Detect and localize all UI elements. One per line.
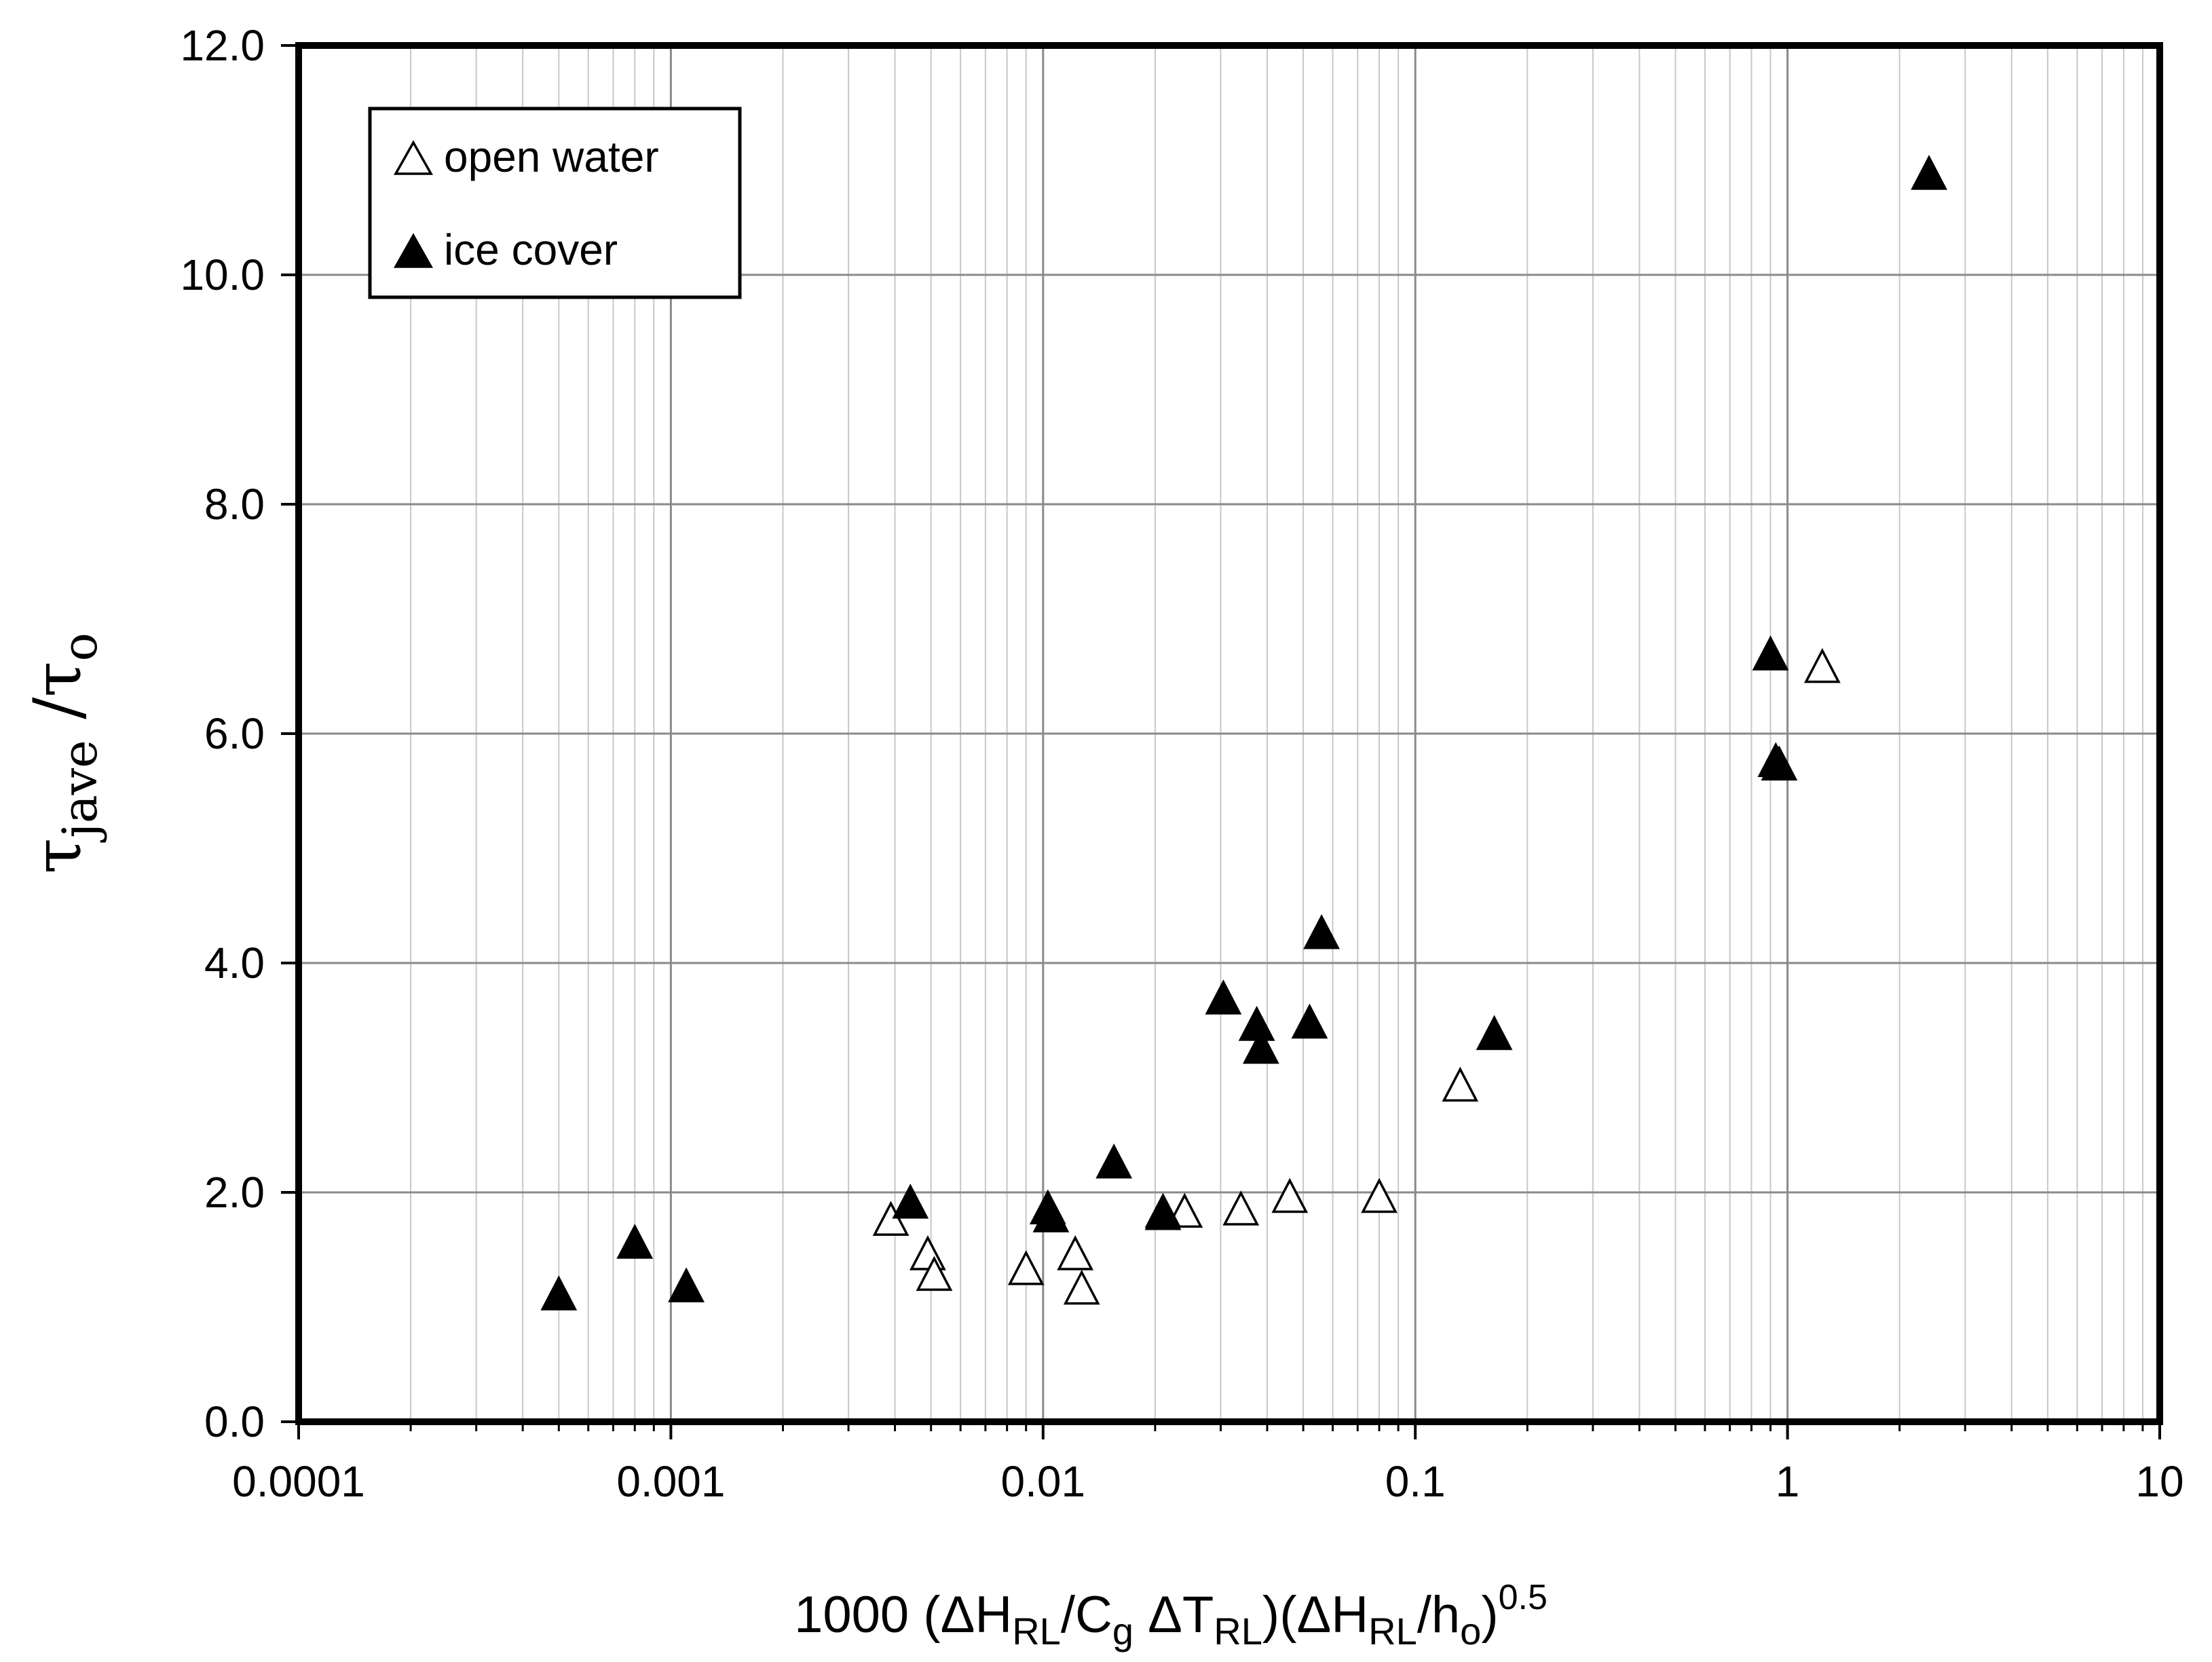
open-water-point [916, 1255, 953, 1291]
legend-ice-cover-marker [394, 233, 433, 268]
y-tick-label: 0.0 [204, 1397, 265, 1446]
legend: open water ice cover [368, 107, 742, 299]
ice-cover-point [1095, 1143, 1133, 1179]
ice-cover-point [616, 1224, 654, 1259]
x-tick-label: 0.0001 [232, 1457, 365, 1506]
x-tick-label: 0.001 [616, 1457, 725, 1506]
ice-cover-point [1476, 1015, 1513, 1051]
open-water-point [1057, 1235, 1094, 1270]
x-tick-label: 1 [1776, 1457, 1800, 1506]
y-tick-label: 8.0 [204, 480, 265, 529]
ice-cover-point [1144, 1192, 1182, 1228]
y-tick-label: 10.0 [180, 250, 265, 299]
legend-open-water-marker [394, 140, 433, 175]
open-water-point [1007, 1250, 1045, 1285]
open-water-point [1271, 1177, 1309, 1213]
ice-cover-point [1752, 635, 1789, 671]
ice-cover-point [1303, 913, 1340, 949]
axis-ticks [281, 44, 2161, 1439]
ice-cover-point [668, 1267, 705, 1303]
y-tick-label: 12.0 [180, 21, 265, 70]
ice-cover-point [540, 1275, 578, 1310]
y-tick-labels: 0.0 2.0 4.0 6.0 8.0 10.0 12.0 [180, 21, 265, 1446]
ice-cover-point [1761, 745, 1798, 781]
y-tick-label: 4.0 [204, 939, 265, 987]
ice-cover-point [1032, 1197, 1070, 1232]
open-water-point [872, 1201, 910, 1236]
ice-cover-point [892, 1184, 929, 1219]
open-water-point [1803, 647, 1841, 683]
y-axis-title: τjave /τo [20, 632, 108, 874]
x-tick-label: 10 [2135, 1457, 2183, 1506]
open-water-point [910, 1235, 946, 1270]
y-tick-label: 2.0 [204, 1168, 265, 1217]
ice-cover-point [1242, 1028, 1279, 1064]
y-tick-label: 6.0 [204, 709, 265, 758]
x-tick-label: 0.1 [1385, 1457, 1446, 1506]
ice-cover-point [1205, 979, 1242, 1015]
data-points [540, 155, 1947, 1310]
open-water-point [1063, 1269, 1100, 1305]
x-tick-labels: 0.0001 0.001 0.01 0.1 1 10 [232, 1457, 2183, 1506]
legend-open-water-label: open water [444, 132, 659, 181]
legend-ice-cover-label: ice cover [444, 225, 618, 274]
x-axis-title: 1000 (ΔHRL/Cg ΔTRL)(ΔHRL/ho)0.5 [794, 1578, 1548, 1652]
open-water-point [1222, 1190, 1260, 1226]
open-water-point [1361, 1177, 1398, 1213]
ice-cover-point [1911, 155, 1947, 190]
x-tick-label: 0.01 [1001, 1457, 1086, 1506]
ice-cover-point [1238, 1006, 1275, 1041]
ice-cover-point [1291, 1003, 1328, 1039]
open-water-point [1442, 1066, 1479, 1102]
